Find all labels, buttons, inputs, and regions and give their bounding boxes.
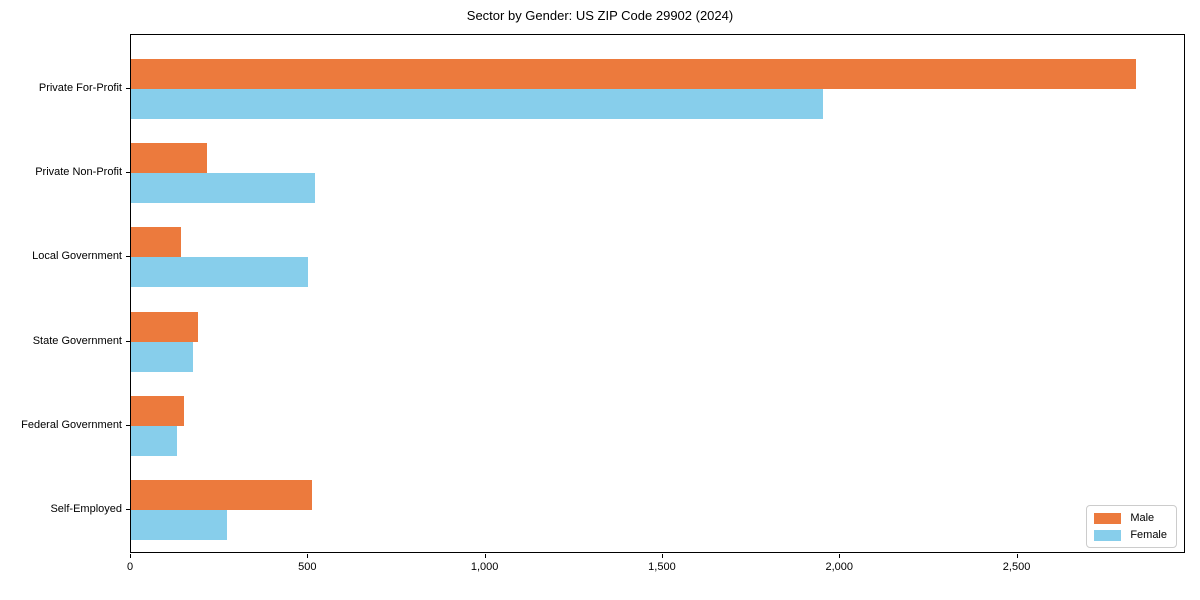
bar-male-2	[131, 227, 181, 258]
bar-female-3	[131, 341, 194, 372]
legend-label: Female	[1130, 529, 1167, 541]
x-tick-mark	[484, 554, 486, 558]
x-tick-label: 2,000	[825, 561, 853, 573]
y-tick-label: Private Non-Profit	[35, 166, 122, 179]
bar-male-0	[131, 59, 1137, 89]
y-tick-mark	[126, 172, 130, 174]
legend-swatch-female	[1094, 529, 1122, 541]
y-tick-label: Private For-Profit	[38, 82, 122, 94]
x-tick-mark	[307, 554, 309, 558]
bar-male-3	[131, 311, 198, 342]
y-tick-mark	[126, 88, 130, 89]
bar-male-5	[131, 480, 312, 510]
bar-male-4	[131, 395, 185, 426]
legend: Male Female	[1086, 505, 1177, 548]
bar-female-0	[131, 89, 823, 119]
bar-male-1	[131, 143, 208, 174]
bar-female-4	[131, 425, 178, 456]
bar-female-5	[131, 510, 227, 540]
legend-swatch-male	[1094, 512, 1122, 524]
y-tick-mark	[126, 424, 130, 426]
x-tick-mark	[661, 554, 663, 558]
y-tick-label: State Government	[32, 334, 122, 347]
y-tick-mark	[126, 256, 130, 258]
x-tick-label: 0	[126, 561, 134, 573]
y-tick-label: Self-Employed	[50, 503, 122, 515]
x-tick-mark	[1016, 554, 1018, 558]
plot-area: Male Female	[130, 34, 1185, 553]
x-tick-label: 1,000	[470, 561, 499, 573]
y-tick-label: Federal Government	[21, 418, 122, 431]
x-tick-label: 2,500	[1002, 561, 1031, 573]
chart-title: Sector by Gender: US ZIP Code 29902 (202…	[466, 8, 734, 23]
bar-female-2	[131, 257, 309, 288]
y-tick-mark	[126, 509, 130, 510]
x-tick-mark	[839, 554, 841, 558]
legend-label: Male	[1130, 512, 1155, 524]
x-tick-label: 500	[298, 561, 317, 573]
legend-entry-male: Male	[1094, 512, 1167, 524]
y-tick-mark	[126, 340, 130, 342]
x-tick-mark	[130, 554, 131, 558]
legend-entry-female: Female	[1094, 529, 1167, 541]
bar-female-1	[131, 173, 316, 204]
x-tick-label: 1,500	[648, 561, 676, 573]
y-tick-label: Local Government	[32, 250, 122, 263]
